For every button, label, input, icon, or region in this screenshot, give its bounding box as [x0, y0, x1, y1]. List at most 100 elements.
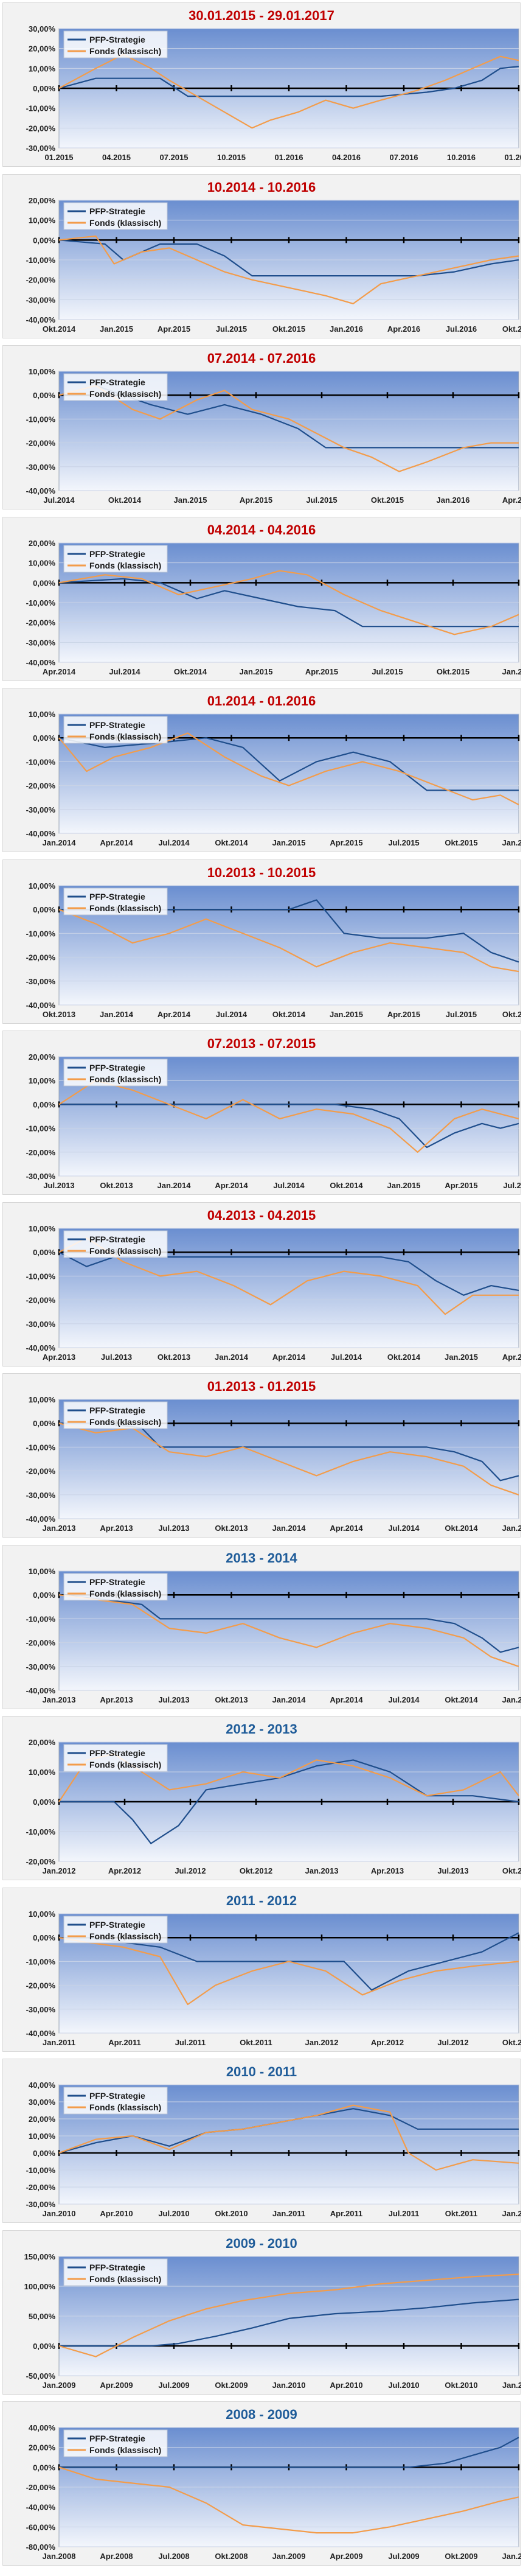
x-tick-label: Okt.2014: [215, 838, 248, 847]
x-tick-label: Apr.2015: [240, 495, 272, 505]
series-line-fonds: [58, 2466, 519, 2534]
y-tick-label: 0,00%: [33, 2342, 55, 2351]
legend-label: PFP-Strategie: [89, 35, 145, 44]
x-tick-label: Jan.2008: [43, 2552, 76, 2561]
chart-title: 04.2014 - 04.2016: [207, 522, 316, 537]
x-tick-label: Okt.2014: [330, 1181, 363, 1190]
x-tick-label: Okt.2012: [502, 2038, 521, 2047]
x-tick-label: Jul.2012: [175, 1866, 206, 1875]
x-tick-label: Apr.2013: [371, 1866, 404, 1875]
chart-plot: 20,00%10,00%0,00%-10,00%-20,00%-30,00%Ju…: [26, 1052, 521, 1190]
x-tick-label: Okt.2014: [387, 1353, 421, 1362]
x-tick-label: Apr.2015: [330, 838, 362, 847]
chart-panel: 01.2014 - 01.2016 10,00% 0,00% -10,00% -20,0…: [2, 688, 521, 852]
series-line-pfp-strategie: [59, 1759, 519, 1844]
x-tick-label: Jan.2010: [272, 2381, 306, 2390]
series-line-fonds: [58, 732, 519, 805]
y-tick-label: 20,00%: [29, 539, 56, 548]
x-tick-label: Jan.2015: [272, 838, 306, 847]
y-tick-label: 10,00%: [29, 881, 56, 891]
y-tick-label: 0,00%: [33, 236, 55, 245]
y-tick-label: 0,00%: [33, 1933, 55, 1942]
chart-plot: 10,00%0,00%-10,00%-20,00%-30,00%-40,00%J…: [26, 367, 521, 505]
chart-title: 2012 - 2013: [226, 1721, 297, 1737]
y-tick-label: -20,00%: [26, 1467, 56, 1476]
x-tick-label: Apr.2015: [502, 1353, 521, 1362]
y-tick-label: -20,00%: [26, 782, 56, 791]
chart-panel: 2009 - 2010 150,00% 100,00% 50,00% 0,00% -50,…: [2, 2230, 521, 2395]
y-tick-label: -30,00%: [26, 2200, 56, 2209]
y-tick-label: -80,00%: [26, 2543, 56, 2552]
x-tick-label: Okt.2014: [174, 667, 207, 676]
chart-title: 2010 - 2011: [226, 2064, 297, 2079]
x-tick-label: Okt.2009: [215, 2381, 248, 2390]
y-tick-label: -20,00%: [26, 1639, 56, 1648]
legend-label: Fonds (klassisch): [89, 561, 161, 570]
chart-title: 07.2013 - 07.2015: [207, 1036, 316, 1051]
series-line-fonds: [58, 2104, 519, 2171]
series-line-pfp-strategie: [58, 1251, 519, 1296]
x-tick-label: Jan.2013: [305, 1866, 339, 1875]
x-tick-label: Okt.2013: [215, 1695, 248, 1704]
x-tick-label: Jul.2013: [158, 1524, 189, 1533]
chart-panel: 04.2013 - 04.2015 10,00% 0,00% -10,00% -20,0…: [2, 1202, 521, 1367]
y-tick-label: 40,00%: [29, 2081, 56, 2090]
x-tick-label: Jan.2012: [502, 2209, 521, 2218]
legend-label: Fonds (klassisch): [89, 1931, 161, 1941]
x-tick-label: Jul.2015: [216, 324, 247, 334]
y-tick-label: 40,00%: [29, 2423, 56, 2432]
x-tick-label: Jul.2011: [175, 2038, 206, 2047]
x-tick-label: Okt.2010: [215, 2209, 248, 2218]
y-tick-label: -30,00%: [26, 1491, 56, 1500]
x-tick-label: Jan.2016: [502, 667, 521, 676]
chart-panel: 2011 - 2012 10,00% 0,00% -10,00% -20,00% -30,…: [2, 1888, 521, 2052]
x-tick-label: Okt.2015: [445, 838, 477, 847]
chart-title: 2011 - 2012: [226, 1893, 297, 1908]
legend-label: Fonds (klassisch): [89, 2274, 161, 2284]
x-tick-label: Jul.2014: [388, 1524, 420, 1533]
series-line-pfp-strategie: [59, 2298, 519, 2347]
chart-panel: 2008 - 2009 40,00% 20,00% 0,00% -20,00% -40,0…: [2, 2401, 521, 2566]
legend: [63, 30, 168, 58]
chart-plot: 150,00% 100,00% 50,00% 0,00% -50,00%Jan.2009…: [24, 2252, 521, 2390]
series-line-fonds: [58, 2273, 519, 2357]
chart-plot: 10,00%0,00%-10,00%-20,00%-30,00%-40,00%J…: [26, 1395, 521, 1533]
series-line-fonds: [58, 1423, 519, 1496]
y-tick-label: -40,00%: [26, 1001, 56, 1010]
y-tick-label: 0,00%: [33, 905, 55, 914]
x-tick-label: Jul.2010: [158, 2209, 189, 2218]
legend-label: PFP-Strategie: [89, 1405, 145, 1415]
y-tick-label: -30,00%: [26, 1172, 56, 1181]
legend-label: Fonds (klassisch): [89, 903, 161, 913]
chart-panel: 2013 - 2014 10,00% 0,00% -10,00% -20,00% -30,…: [2, 1545, 521, 1709]
x-tick-label: Jan.2012: [305, 2038, 339, 2047]
x-tick-label: Apr.2014: [43, 667, 76, 676]
series-line-pfp-strategie: [58, 578, 519, 628]
chart-panel: 07.2013 - 07.2015 20,00% 10,00% 0,00% -10,00…: [2, 1031, 521, 1195]
legend: [63, 1744, 168, 1772]
x-tick-label: Jan.2015: [330, 1010, 363, 1019]
x-tick-label: Apr.2015: [305, 667, 338, 676]
y-tick-label: -20,00%: [26, 276, 56, 285]
x-tick-label: Apr.2014: [100, 838, 133, 847]
x-tick-label: Jan.2014: [100, 1010, 134, 1019]
x-tick-label: Jan.2016: [330, 324, 363, 334]
series-line-fonds: [58, 385, 519, 472]
legend: [63, 2258, 168, 2286]
y-tick-label: -40,00%: [26, 1514, 56, 1524]
series-line-fonds: [58, 570, 519, 635]
x-tick-label: Apr.2012: [108, 1866, 141, 1875]
x-tick-label: Jul.2009: [158, 2381, 189, 2390]
y-tick-label: -10,00%: [26, 598, 56, 607]
y-tick-label: -10,00%: [26, 104, 56, 113]
x-tick-label: Jan.2015: [502, 1695, 521, 1704]
chart-plot: 20,00% 10,00% 0,00% -10,00% -20,00% -30,00% -4…: [26, 196, 521, 334]
x-tick-label: Apr.2014: [215, 1181, 248, 1190]
legend-label: PFP-Strategie: [89, 2091, 145, 2101]
y-tick-label: 10,00%: [29, 559, 56, 568]
y-tick-label: -10,00%: [26, 1614, 56, 1623]
x-tick-label: Okt.2009: [445, 2552, 477, 2561]
y-tick-label: 20,00%: [29, 1052, 56, 1062]
legend: [63, 1401, 168, 1429]
